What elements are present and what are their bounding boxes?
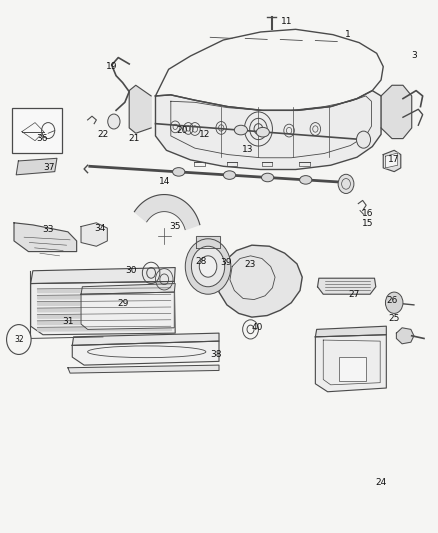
Text: 37: 37 <box>43 163 55 172</box>
Polygon shape <box>396 328 414 344</box>
Circle shape <box>385 292 403 313</box>
Text: 3: 3 <box>411 52 417 60</box>
Polygon shape <box>134 195 200 230</box>
Polygon shape <box>129 85 151 133</box>
Circle shape <box>357 131 371 148</box>
Ellipse shape <box>223 171 236 179</box>
Polygon shape <box>196 236 220 248</box>
Polygon shape <box>81 284 175 294</box>
Polygon shape <box>381 85 412 139</box>
Text: 13: 13 <box>242 145 253 154</box>
Text: 12: 12 <box>199 130 211 139</box>
Text: 23: 23 <box>245 261 256 269</box>
Ellipse shape <box>256 127 269 137</box>
Text: 27: 27 <box>348 290 360 298</box>
Polygon shape <box>155 91 381 169</box>
Text: 1: 1 <box>345 30 351 39</box>
Text: 20: 20 <box>176 126 187 135</box>
Text: 22: 22 <box>97 130 109 139</box>
Text: 31: 31 <box>62 317 74 326</box>
Text: 14: 14 <box>159 177 170 185</box>
FancyBboxPatch shape <box>339 357 366 381</box>
Polygon shape <box>315 335 386 392</box>
Ellipse shape <box>300 176 312 184</box>
Text: 24: 24 <box>375 478 387 487</box>
Polygon shape <box>16 158 57 175</box>
Text: 21: 21 <box>128 134 139 143</box>
Polygon shape <box>385 153 398 168</box>
Ellipse shape <box>261 173 274 182</box>
Text: 32: 32 <box>14 335 24 344</box>
Text: 28: 28 <box>196 257 207 265</box>
Text: 11: 11 <box>281 17 293 26</box>
Text: 38: 38 <box>210 350 222 359</box>
Polygon shape <box>315 326 386 337</box>
FancyBboxPatch shape <box>12 108 62 153</box>
Text: 36: 36 <box>36 134 47 143</box>
Circle shape <box>191 246 225 287</box>
Text: 33: 33 <box>42 225 54 233</box>
Text: 25: 25 <box>389 314 400 322</box>
Circle shape <box>338 174 354 193</box>
Polygon shape <box>383 150 401 172</box>
Polygon shape <box>14 223 77 252</box>
Polygon shape <box>81 223 107 246</box>
Text: 17: 17 <box>389 156 400 164</box>
Polygon shape <box>68 365 219 373</box>
Text: 16: 16 <box>362 209 374 217</box>
Text: 39: 39 <box>221 258 232 266</box>
Polygon shape <box>31 281 175 335</box>
Text: 34: 34 <box>94 224 106 232</box>
Text: 26: 26 <box>386 296 398 304</box>
Polygon shape <box>218 245 302 317</box>
Text: 40: 40 <box>252 324 263 332</box>
Polygon shape <box>72 333 219 345</box>
Polygon shape <box>81 292 174 329</box>
Text: 29: 29 <box>117 300 128 308</box>
Polygon shape <box>31 268 175 284</box>
Ellipse shape <box>173 167 185 176</box>
Text: 35: 35 <box>170 222 181 231</box>
Polygon shape <box>318 278 376 294</box>
Circle shape <box>199 256 217 277</box>
Ellipse shape <box>234 125 247 135</box>
Circle shape <box>7 325 31 354</box>
Text: 30: 30 <box>126 266 137 275</box>
Circle shape <box>108 114 120 129</box>
Polygon shape <box>72 341 219 365</box>
Circle shape <box>185 239 231 294</box>
Text: 19: 19 <box>106 62 117 71</box>
Text: 15: 15 <box>362 220 374 228</box>
